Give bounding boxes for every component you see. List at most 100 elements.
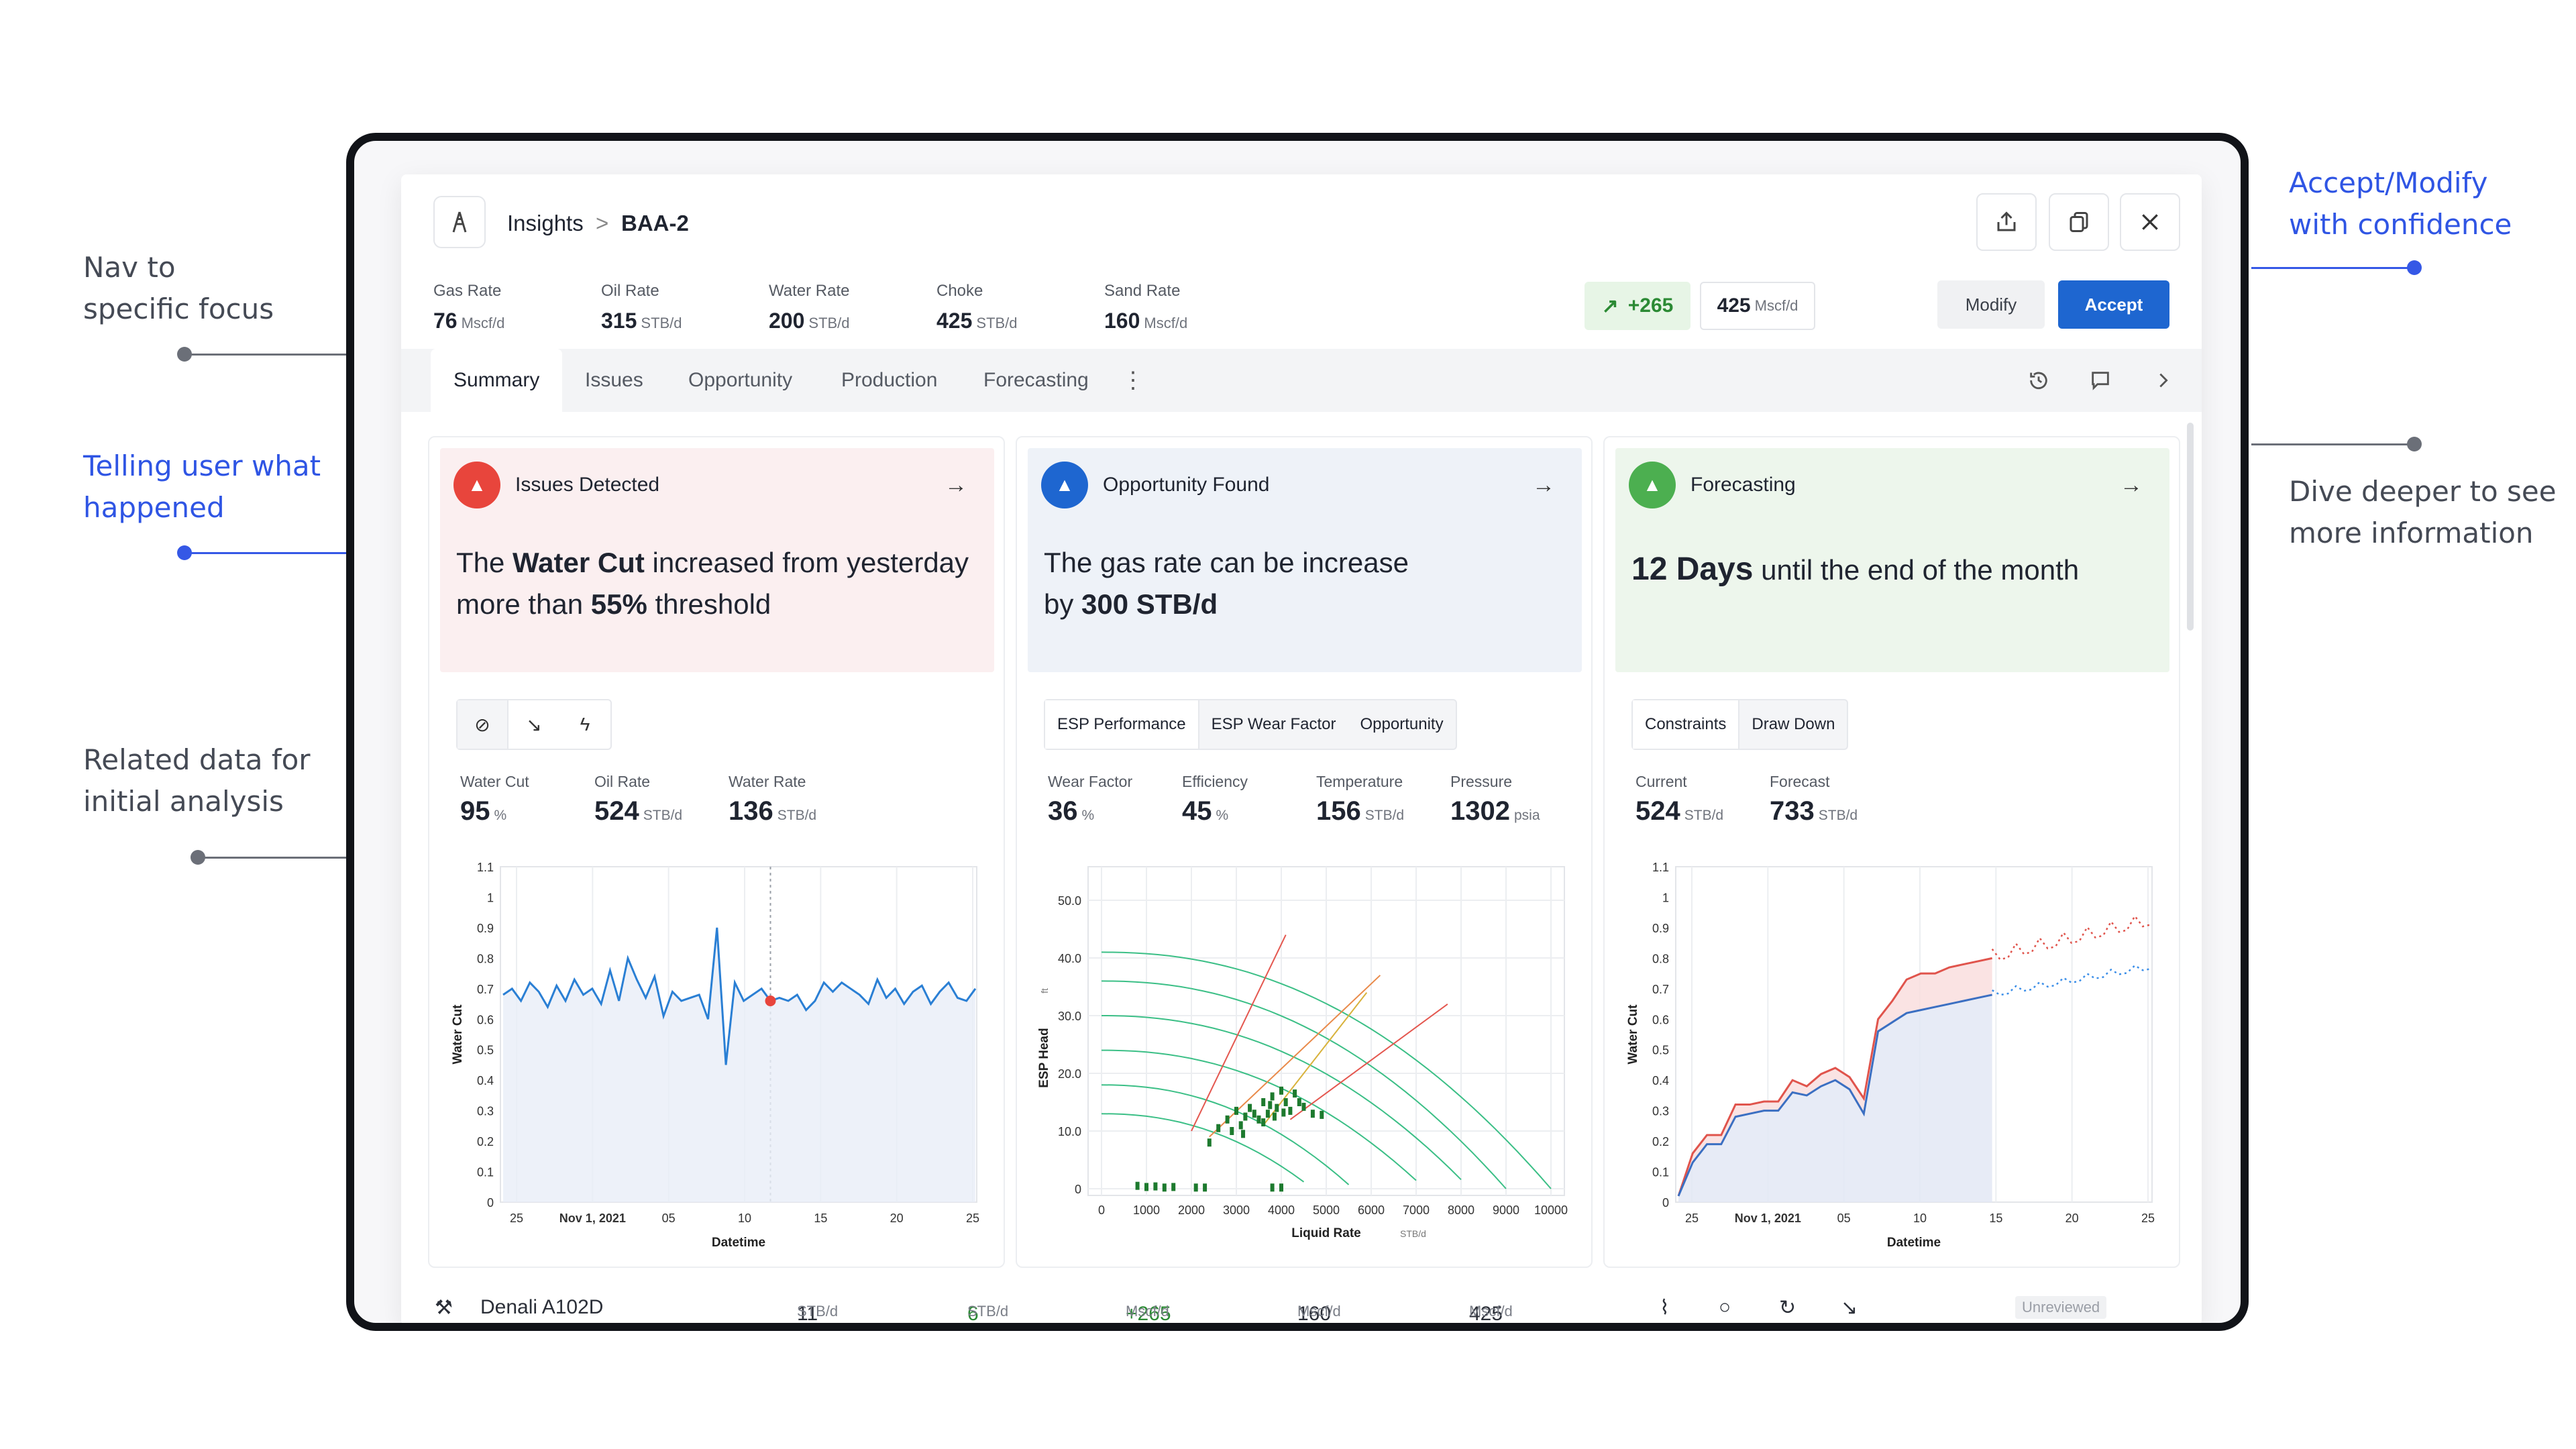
operating-limit-line	[1289, 1003, 1448, 1120]
y-tick-label: 1	[1662, 891, 1669, 904]
copy-button[interactable]	[2049, 193, 2109, 251]
share-button[interactable]	[1976, 193, 2037, 251]
y-tick-label: 0.2	[477, 1135, 494, 1148]
esp-performance-chart[interactable]: 0 1000 2000 3000 4000 5000 6000 7000 8000 9000 100…	[1028, 853, 1582, 1256]
data-point	[1241, 1130, 1246, 1138]
oil-rig-icon[interactable]	[433, 196, 486, 248]
tab-summary[interactable]: Summary	[431, 349, 563, 412]
forecast-chart[interactable]: 1.1 1 0.9 0.8 0.7 0.6 0.5 0.4 0.3 0.2 0.1 0 25 Nov 1,…	[1615, 853, 2169, 1256]
trend-down-icon[interactable]: ↘	[526, 714, 542, 735]
x-tick-label: 25	[966, 1212, 979, 1225]
more-options-icon[interactable]: ⋮	[1122, 368, 1144, 393]
metric-water-rate: Water Rate 200 STB/d	[769, 282, 850, 333]
forecasting-card: ▲ Forecasting → 12 Days until the end of…	[1603, 436, 2180, 1268]
pulse-icon[interactable]: ⌇	[1660, 1297, 1670, 1319]
subtab-esp-performance[interactable]: ESP Performance	[1045, 700, 1199, 749]
metric-oil-rate: Oil Rate 315 STB/d	[601, 282, 682, 333]
accept-button[interactable]: Accept	[2058, 280, 2169, 329]
head-curve	[1101, 1049, 1417, 1181]
forecast-line-upper	[1991, 914, 2151, 961]
data-point	[1162, 1183, 1167, 1192]
data-point	[1275, 1104, 1279, 1112]
x-tick-label: 10000	[1534, 1203, 1568, 1217]
series-area	[503, 927, 975, 1202]
data-point	[1171, 1183, 1176, 1191]
y-axis-label: Water Cut	[1626, 1004, 1640, 1065]
x-tick-label: 8000	[1448, 1203, 1474, 1217]
target-value-field[interactable]: 425 Mscf/d	[1700, 282, 1815, 330]
lightning-icon[interactable]: ϟ	[580, 714, 590, 735]
arrow-right-icon[interactable]: →	[1532, 472, 1555, 498]
history-icon[interactable]	[2021, 362, 2057, 398]
breadcrumb-separator: >	[596, 211, 609, 235]
close-button[interactable]	[2120, 193, 2180, 251]
x-tick-label: 05	[1837, 1212, 1851, 1225]
x-tick-label: 05	[662, 1212, 676, 1225]
insights-panel: Insights > BAA-2 Gas Rate 76 Mscf/d Oil R…	[401, 174, 2202, 1323]
forecasting-card-header[interactable]: ▲ Forecasting → 12 Days until the end of…	[1615, 448, 2169, 672]
power-icon[interactable]: ○	[1719, 1296, 1731, 1318]
stat-forecast: Forecast 733 STB/d	[1770, 773, 1858, 826]
x-tick-label: 3000	[1223, 1203, 1250, 1217]
x-tick-label: 20	[890, 1212, 904, 1225]
subtab-draw-down[interactable]: Draw Down	[1752, 715, 1835, 733]
alert-icon: ▲	[1629, 462, 1676, 508]
annotation-dive-dot	[2407, 437, 2422, 451]
tab-production[interactable]: Production	[841, 369, 938, 391]
opportunity-card-header[interactable]: ▲ Opportunity Found → The gas rate can b…	[1028, 448, 1582, 672]
tab-forecasting[interactable]: Forecasting	[983, 369, 1089, 391]
head-curve	[1101, 1015, 1462, 1181]
scrollbar[interactable]	[2187, 423, 2194, 631]
issues-card-header[interactable]: ▲ Issues Detected → The Water Cut increa…	[440, 448, 994, 672]
forecast-area-lower	[1678, 994, 1992, 1202]
no-flow-icon[interactable]: ⊘	[458, 700, 508, 749]
trend-down-icon[interactable]: ↘	[1841, 1297, 1858, 1319]
breadcrumb-insights[interactable]: Insights	[507, 211, 584, 235]
data-point	[1144, 1183, 1148, 1191]
x-tick-label: 2000	[1178, 1203, 1205, 1217]
data-point	[1230, 1127, 1234, 1135]
refresh-icon[interactable]: ↻	[1779, 1297, 1796, 1319]
y-tick-label: 0.8	[1652, 952, 1669, 965]
forecasting-message: 12 Days until the end of the month	[1631, 551, 2080, 587]
tab-issues[interactable]: Issues	[585, 369, 643, 391]
subtab-constraints[interactable]: Constraints	[1633, 700, 1740, 749]
data-point	[1270, 1183, 1275, 1192]
comment-icon[interactable]	[2082, 362, 2118, 398]
data-point	[1252, 1110, 1256, 1118]
chevron-right-icon[interactable]	[2145, 362, 2182, 398]
x-tick-label: 10	[738, 1212, 751, 1225]
data-point	[1279, 1086, 1283, 1095]
y-tick-label: 10.0	[1058, 1125, 1081, 1138]
data-point	[1270, 1092, 1275, 1101]
tab-bar: Summary Issues Opportunity Production Fo…	[401, 349, 2202, 412]
subtab-opportunity[interactable]: Opportunity	[1360, 715, 1444, 733]
x-tick-label: Nov 1, 2021	[1735, 1212, 1801, 1225]
modify-button[interactable]: Modify	[1937, 280, 2045, 329]
y-tick-label: 0.2	[1652, 1135, 1669, 1148]
y-tick-label: 0.7	[1652, 983, 1669, 996]
x-tick-label: 4000	[1268, 1203, 1295, 1217]
tab-opportunity[interactable]: Opportunity	[688, 369, 793, 391]
x-tick-label: 5000	[1313, 1203, 1340, 1217]
series-line	[502, 927, 977, 1065]
data-point	[1238, 1121, 1243, 1130]
water-cut-chart[interactable]: 1.1 1 0.9 0.8 0.7 0.6 0.5 0.4 0.3 0.2 0.1 0 25 Nov 1,…	[440, 853, 994, 1256]
x-tick-label: Nov 1, 2021	[559, 1212, 626, 1225]
data-point	[1243, 1112, 1248, 1121]
metric-sand-rate: Sand Rate 160 Mscf/d	[1104, 282, 1188, 333]
data-point	[1256, 1115, 1261, 1124]
issues-message: The Water Cut increased from yesterday m…	[456, 547, 969, 620]
x-tick-label: 25	[510, 1212, 523, 1225]
arrow-right-icon[interactable]: →	[2120, 472, 2143, 498]
trend-up-icon: ↗	[1601, 294, 1619, 317]
head-curve	[1101, 980, 1507, 1189]
arrow-right-icon[interactable]: →	[945, 472, 967, 498]
issues-card: ▲ Issues Detected → The Water Cut increa…	[428, 436, 1005, 1268]
data-point	[1297, 1098, 1301, 1106]
subtab-esp-wear-factor[interactable]: ESP Wear Factor	[1211, 715, 1336, 733]
y-tick-label: 1.1	[1652, 861, 1669, 874]
opportunity-message: The gas rate can be increase by 300 STB/…	[1044, 547, 1409, 620]
well-list-row[interactable]: ⚒ Denali A102D 11 STB/d 6 STB/d +265 Msc…	[401, 1289, 2202, 1323]
stat-water-rate: Water Rate 136 STB/d	[729, 773, 817, 826]
